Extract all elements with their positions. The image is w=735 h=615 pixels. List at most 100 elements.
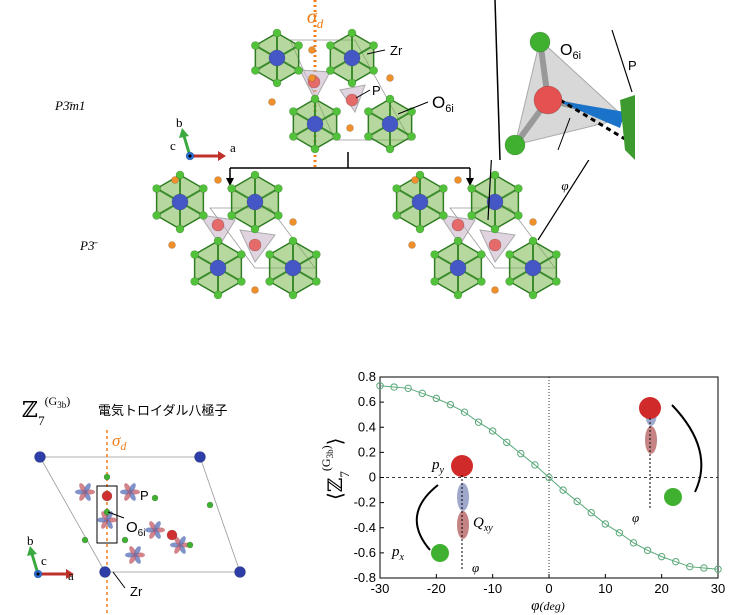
atom bbox=[209, 259, 227, 277]
atom bbox=[385, 94, 395, 104]
atom bbox=[454, 176, 462, 184]
bond bbox=[112, 571, 126, 589]
axis-b-label: b bbox=[27, 533, 34, 548]
axis-b-label: b bbox=[176, 115, 183, 130]
annotation: φ bbox=[632, 510, 639, 525]
inset-o6i-label: O6i bbox=[560, 42, 581, 62]
x-tick-label: -10 bbox=[483, 581, 502, 596]
atom bbox=[237, 277, 246, 286]
atom bbox=[345, 93, 359, 107]
atom bbox=[166, 529, 178, 541]
atom bbox=[385, 144, 395, 154]
data-point bbox=[672, 557, 680, 566]
atom bbox=[289, 218, 297, 226]
axis-head bbox=[27, 546, 37, 556]
annotation-part: x bbox=[399, 552, 405, 563]
atom bbox=[504, 134, 526, 156]
y-tick-label: 0.2 bbox=[358, 444, 376, 459]
atom bbox=[505, 277, 514, 286]
atom bbox=[415, 224, 425, 234]
atom bbox=[369, 41, 378, 50]
orbital-lobe bbox=[174, 536, 181, 546]
atom bbox=[289, 107, 298, 116]
axis-head bbox=[218, 151, 226, 161]
atom bbox=[552, 250, 561, 259]
atom bbox=[101, 490, 113, 502]
atom bbox=[453, 290, 463, 300]
atom bbox=[411, 193, 429, 211]
rotation-arrow bbox=[415, 484, 439, 551]
orbital-lobe bbox=[79, 483, 86, 493]
atom bbox=[308, 46, 316, 54]
annotation: py bbox=[431, 457, 445, 476]
sigma-d-label-part: d bbox=[120, 439, 127, 453]
atom bbox=[186, 541, 194, 549]
atom bbox=[194, 451, 206, 463]
axis-a-label: a bbox=[68, 568, 74, 583]
atom bbox=[213, 236, 223, 246]
data-point bbox=[601, 520, 610, 528]
atom bbox=[486, 193, 504, 211]
atom bbox=[411, 176, 419, 184]
annotation: Qxy bbox=[473, 515, 493, 534]
atom bbox=[265, 250, 274, 259]
axis-head bbox=[179, 128, 189, 138]
atom bbox=[246, 193, 264, 211]
annotation-part: p bbox=[431, 457, 440, 473]
atom bbox=[326, 66, 335, 75]
atom bbox=[265, 277, 274, 286]
atom bbox=[639, 397, 661, 419]
atom bbox=[392, 211, 401, 220]
data-point bbox=[587, 508, 595, 517]
bond bbox=[611, 29, 633, 93]
orbital-lobe bbox=[457, 511, 469, 539]
x-axis-label-part: (deg) bbox=[539, 599, 564, 613]
atom bbox=[250, 170, 260, 180]
atom bbox=[152, 184, 161, 193]
bond bbox=[559, 98, 636, 147]
atom bbox=[477, 250, 486, 259]
atom bbox=[514, 184, 523, 193]
annotation-part: p bbox=[391, 544, 400, 560]
atom bbox=[491, 286, 499, 294]
p-label: P bbox=[372, 83, 381, 98]
atom bbox=[477, 277, 486, 286]
atom bbox=[451, 218, 465, 232]
arrowhead bbox=[466, 178, 474, 186]
sigma-d-label-part: σ bbox=[112, 431, 121, 450]
orbital-lobe bbox=[129, 483, 136, 493]
bond bbox=[366, 49, 386, 55]
atom bbox=[274, 184, 283, 193]
axis-c-label: c bbox=[41, 553, 47, 568]
inset-p-label: P bbox=[628, 58, 637, 73]
atom bbox=[408, 241, 416, 249]
y-axis-label-part: ⟨ℤ bbox=[325, 478, 347, 500]
atom bbox=[268, 49, 286, 67]
atom bbox=[251, 41, 260, 50]
atom bbox=[36, 572, 40, 576]
atom bbox=[332, 132, 341, 141]
data-point bbox=[474, 418, 483, 426]
atom bbox=[152, 211, 161, 220]
orbital-lobe bbox=[84, 483, 91, 493]
atom bbox=[467, 184, 476, 193]
y-tick-label: 0 bbox=[369, 470, 376, 485]
atom bbox=[294, 41, 303, 50]
atom bbox=[284, 259, 302, 277]
atom bbox=[528, 290, 538, 300]
multipole-title-part: 7 bbox=[38, 413, 45, 428]
data-point bbox=[503, 438, 511, 447]
y-axis-label-part: ) bbox=[319, 445, 333, 449]
atom bbox=[175, 224, 185, 234]
atom bbox=[310, 144, 320, 154]
atom bbox=[288, 290, 298, 300]
orbital-lobe bbox=[129, 491, 136, 501]
space-group-label: P3̄ bbox=[79, 238, 98, 253]
p-label: P bbox=[140, 488, 149, 503]
data-point bbox=[460, 408, 469, 416]
multipole-title: ℤ7(G3b) bbox=[22, 394, 70, 428]
atom bbox=[347, 28, 357, 38]
annotation: px bbox=[391, 544, 405, 563]
data-point bbox=[488, 427, 497, 435]
atom bbox=[346, 124, 354, 132]
